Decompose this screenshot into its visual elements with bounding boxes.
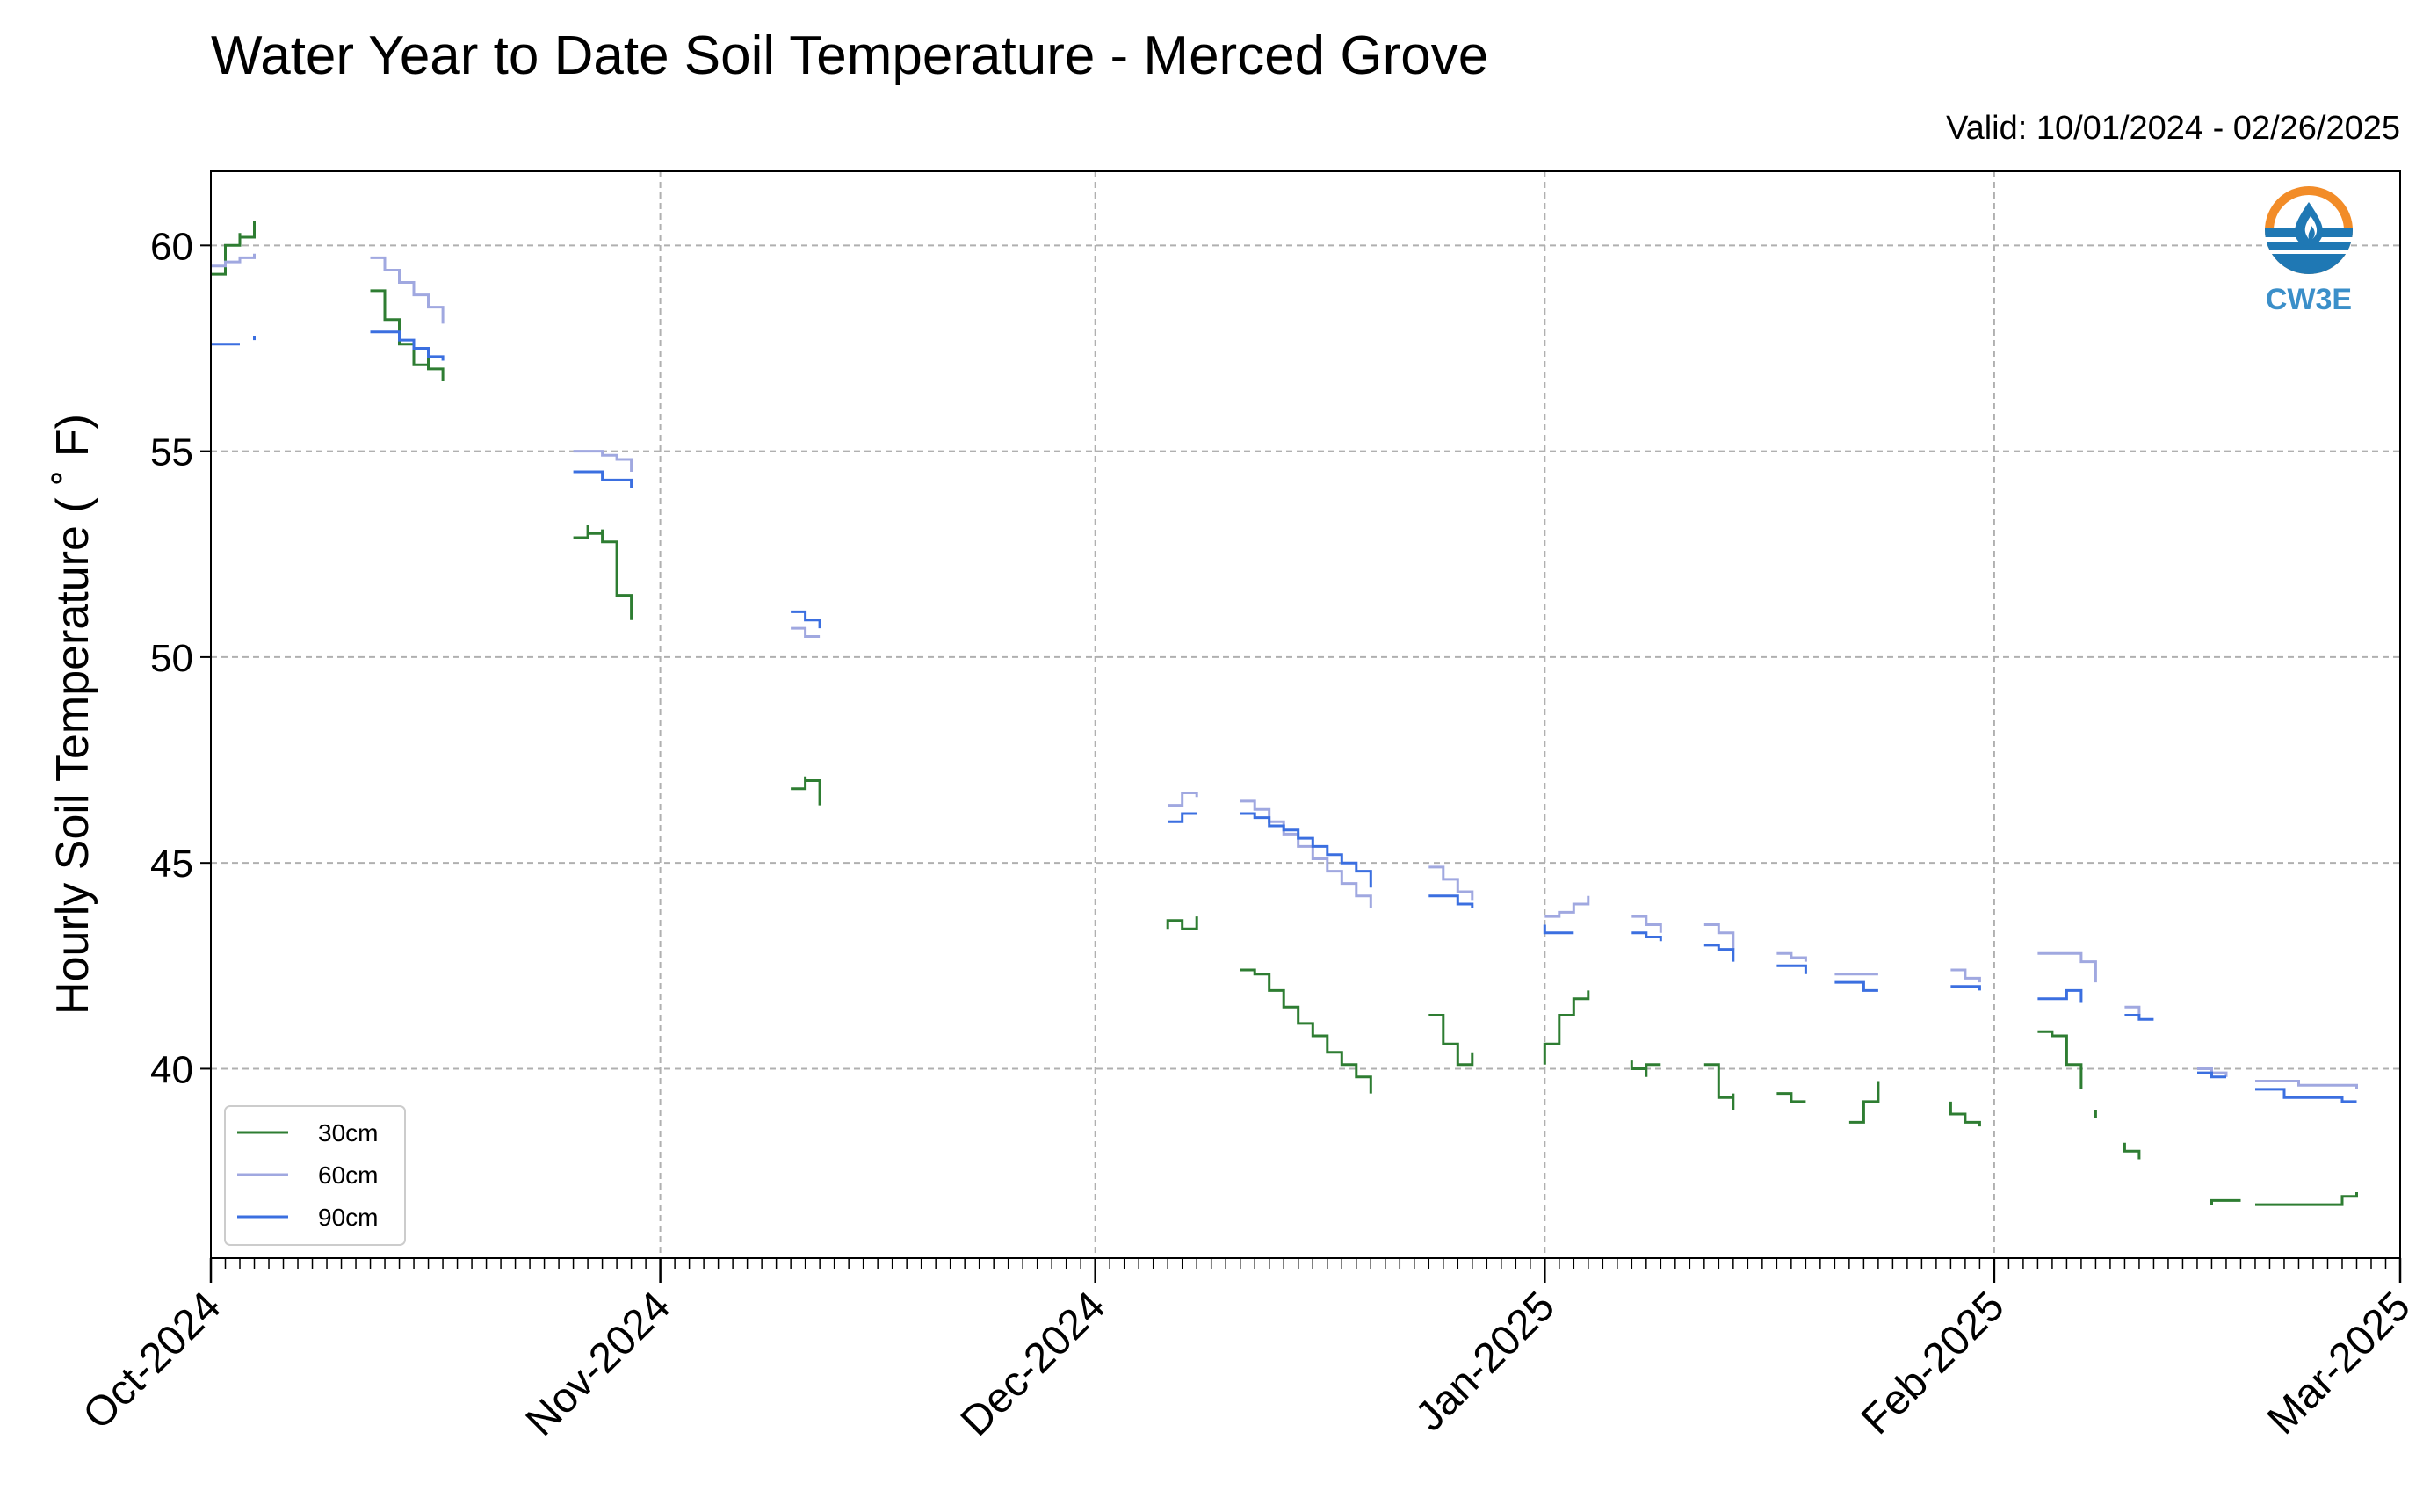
legend-box — [224, 1105, 406, 1246]
series-segment-60cm — [791, 626, 821, 638]
series-segment-90cm — [2197, 1071, 2226, 1079]
series-segment-90cm — [2124, 1014, 2154, 1021]
series-segment-90cm — [1240, 812, 1372, 888]
series-segment-90cm — [791, 610, 821, 629]
series-segment-30cm — [1630, 1060, 1661, 1077]
series-segment-60cm — [2037, 951, 2097, 983]
y-tick-label: 55 — [150, 431, 193, 474]
series-segment-90cm — [1168, 812, 1197, 823]
series-segment-30cm — [1240, 968, 1372, 1094]
legend-label-90cm: 90cm — [318, 1204, 378, 1231]
series-segment-90cm — [2255, 1088, 2357, 1103]
series-segment-90cm — [573, 470, 633, 488]
series-segment-60cm — [370, 256, 445, 324]
series-segment-30cm — [2123, 1142, 2141, 1160]
series-segment-90cm — [1543, 924, 1574, 935]
series-segment-60cm — [1776, 951, 1807, 962]
legend: 30cm 60cm 90cm — [224, 1105, 406, 1246]
series-segment-60cm — [1631, 915, 1662, 933]
series-segment-30cm — [1848, 1081, 1880, 1124]
series-segment-60cm — [1950, 968, 1981, 983]
series-90cm — [211, 330, 2357, 1103]
series-segment-90cm — [1950, 985, 1981, 991]
y-axis-label: Hourly Soil Temperature ( ˚ F) — [47, 414, 98, 1015]
series-segment-60cm — [2124, 1005, 2141, 1016]
y-tick-label: 50 — [150, 637, 193, 680]
series-segment-60cm — [211, 253, 256, 268]
y-tick-label: 45 — [150, 843, 193, 886]
logo-flame-icon — [2304, 216, 2318, 239]
legend-label-30cm: 30cm — [318, 1119, 378, 1147]
series-segment-60cm — [1168, 792, 1198, 807]
series-segment-60cm — [1544, 895, 1590, 918]
series-segment-90cm — [2037, 988, 2083, 1003]
series-segment-90cm — [1703, 944, 1735, 962]
cw3e-logo: CW3E — [2263, 186, 2354, 316]
series-segment-90cm — [1776, 964, 1807, 974]
series-segment-60cm — [573, 450, 633, 472]
grid-lines — [211, 171, 2400, 1258]
chart-subtitle: Valid: 10/01/2024 - 02/26/2025 — [1946, 110, 2400, 147]
series-segment-90cm — [370, 330, 445, 361]
y-tick-label: 40 — [150, 1048, 193, 1091]
series-segment-30cm — [1543, 990, 1590, 1065]
series-segment-30cm — [1428, 1014, 1474, 1067]
y-tick-label: 60 — [150, 225, 193, 268]
series-segment-90cm — [1631, 931, 1662, 942]
series-lines — [211, 221, 2358, 1206]
series-segment-30cm — [1949, 1101, 1981, 1127]
logo-wave-2 — [2267, 250, 2351, 254]
series-segment-60cm — [1428, 865, 1474, 901]
series-segment-30cm — [573, 525, 633, 620]
series-segment-30cm — [2210, 1198, 2241, 1205]
series-segment-30cm — [1703, 1063, 1735, 1110]
series-segment-30cm — [2037, 1030, 2083, 1089]
y-axis: 40 45 50 55 60 — [150, 225, 211, 1091]
series-segment-30cm — [1776, 1092, 1806, 1103]
series-segment-30cm — [1166, 916, 1198, 930]
series-segment-30cm — [2255, 1192, 2358, 1206]
legend-label-60cm: 60cm — [318, 1161, 378, 1189]
chart-title: Water Year to Date Soil Temperature - Me… — [211, 25, 1488, 86]
series-segment-90cm — [1428, 894, 1474, 908]
series-segment-60cm — [1703, 923, 1735, 950]
logo-text: CW3E — [2266, 283, 2352, 316]
series-30cm — [211, 221, 2358, 1206]
series-segment-30cm — [791, 776, 821, 806]
series-segment-60cm — [2255, 1080, 2358, 1089]
plot-frame — [210, 170, 2401, 1259]
series-segment-90cm — [1834, 980, 1878, 992]
